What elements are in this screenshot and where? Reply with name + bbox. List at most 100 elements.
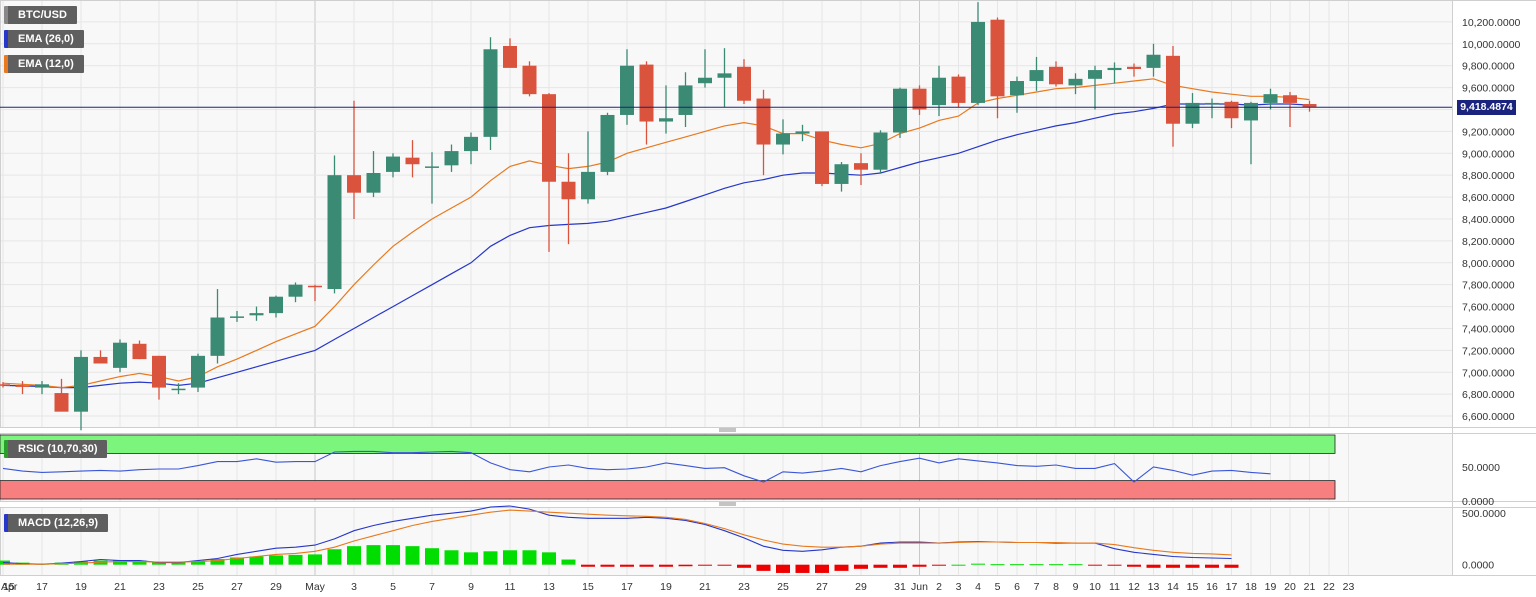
rsi-legend[interactable]: RSIC (10,70,30): [4, 440, 108, 458]
candle-body: [795, 131, 810, 134]
candle: [1107, 62, 1122, 84]
candle-body: [678, 85, 693, 115]
macd-histogram-bar: [893, 564, 907, 568]
panel-borders: [0, 0, 1536, 576]
macd-histogram-bar: [873, 564, 888, 568]
macd-histogram-bar: [834, 564, 849, 571]
macd-histogram-bar: [425, 548, 439, 565]
candle-body: [893, 88, 907, 133]
candle: [756, 89, 771, 176]
candle: [191, 353, 205, 392]
candle-body: [386, 156, 400, 172]
macd-histogram-bar: [386, 545, 400, 565]
candle-body: [1224, 101, 1239, 119]
y-tick-label: 9,200.0000: [1462, 126, 1515, 138]
y-tick-label: 7,200.0000: [1462, 345, 1515, 357]
x-tick-label: 19: [1265, 581, 1277, 593]
candle-body: [971, 21, 985, 103]
candle: [581, 131, 595, 204]
x-tick-label: Apr: [1, 581, 18, 593]
candle-body: [327, 175, 342, 290]
candle-body: [1088, 70, 1102, 79]
x-tick-label: 13: [543, 581, 555, 593]
candle-body: [1205, 102, 1219, 105]
macd-histogram-bar: [327, 549, 342, 565]
candle-body: [269, 296, 283, 314]
x-tick-label: 23: [738, 581, 750, 593]
rsi-zones: [0, 434, 1336, 500]
macd-histogram-bar: [269, 555, 283, 565]
macd-legend[interactable]: MACD (12,26,9): [4, 514, 109, 532]
x-tick-label: 16: [1206, 581, 1218, 593]
x-tick-label: 9: [1073, 581, 1079, 593]
candle: [1146, 43, 1161, 77]
rsi-y-tick-label: 50.0000: [1462, 462, 1500, 474]
candle-body: [54, 393, 69, 412]
macd-histogram-bar: [600, 564, 615, 567]
x-tick-label: 27: [231, 581, 243, 593]
macd-histogram-bar: [1224, 564, 1239, 568]
candle: [834, 162, 849, 192]
x-tick-label: 21: [114, 581, 126, 593]
candle: [366, 151, 381, 198]
rsi-layer: [2, 450, 1271, 483]
rsi-line: [2, 450, 1271, 483]
symbol-legend[interactable]: BTC/USD: [4, 6, 77, 24]
y-tick-label: 7,600.0000: [1462, 302, 1515, 314]
x-tick-label: 18: [1245, 581, 1257, 593]
x-tick-label: 3: [351, 581, 357, 593]
candle: [347, 100, 361, 219]
candle: [971, 2, 985, 106]
macd-histogram-bar: [191, 561, 205, 565]
x-tick-label: 13: [1148, 581, 1160, 593]
y-tick-label: 7,400.0000: [1462, 323, 1515, 335]
signal-line: [3, 509, 1232, 565]
x-tick-label: 11: [1109, 581, 1120, 593]
candle: [1029, 56, 1044, 91]
rsi-divider-handle[interactable]: [719, 428, 736, 432]
x-tick-label: 9: [468, 581, 474, 593]
x-tick-label: 7: [1034, 581, 1040, 593]
macd-histogram-bar: [698, 564, 712, 566]
candle-body: [366, 172, 381, 193]
candle-body: [210, 317, 225, 356]
candle: [1283, 91, 1297, 128]
ema26-legend[interactable]: EMA (26,0): [4, 30, 84, 48]
candle: [0, 382, 10, 388]
x-tick-label: 29: [855, 581, 867, 593]
y-tick-label: 8,000.0000: [1462, 258, 1515, 270]
candle-body: [561, 181, 576, 200]
candle-body: [1146, 54, 1161, 68]
x-tick-label: 5: [995, 581, 1001, 593]
x-tick-label: 31: [894, 581, 906, 593]
candle-body: [873, 132, 888, 170]
ema-layer: [2, 78, 1310, 389]
candle-body: [152, 355, 166, 388]
candle-body: [659, 118, 673, 122]
macd-histogram-bar: [522, 550, 537, 565]
candle-body: [74, 356, 88, 412]
x-tick-label: 19: [660, 581, 672, 593]
macd-histogram-bar: [1088, 564, 1102, 566]
candle: [54, 378, 69, 412]
macd-histogram-bar: [990, 564, 1005, 566]
macd-histogram-bar: [132, 560, 147, 565]
x-tick-label: 17: [36, 581, 48, 593]
y-tick-label: 7,000.0000: [1462, 367, 1515, 379]
macd-histogram-bar: [1049, 564, 1063, 566]
candle-body: [834, 164, 849, 184]
candle-body: [698, 77, 712, 84]
x-tick-label: 17: [1226, 581, 1238, 593]
candle-body: [308, 285, 322, 288]
ema12-legend[interactable]: EMA (12,0): [4, 55, 84, 73]
candle-body: [1302, 104, 1317, 108]
candle-body: [15, 385, 30, 387]
candle-body: [815, 131, 829, 184]
y-tick-label: 10,000.0000: [1462, 39, 1521, 51]
macd-divider-handle[interactable]: [719, 502, 736, 506]
macd-histogram-bar: [152, 561, 166, 565]
candle-body: [0, 384, 10, 386]
x-tick-label: 25: [192, 581, 204, 593]
x-tick-label: 27: [816, 581, 828, 593]
